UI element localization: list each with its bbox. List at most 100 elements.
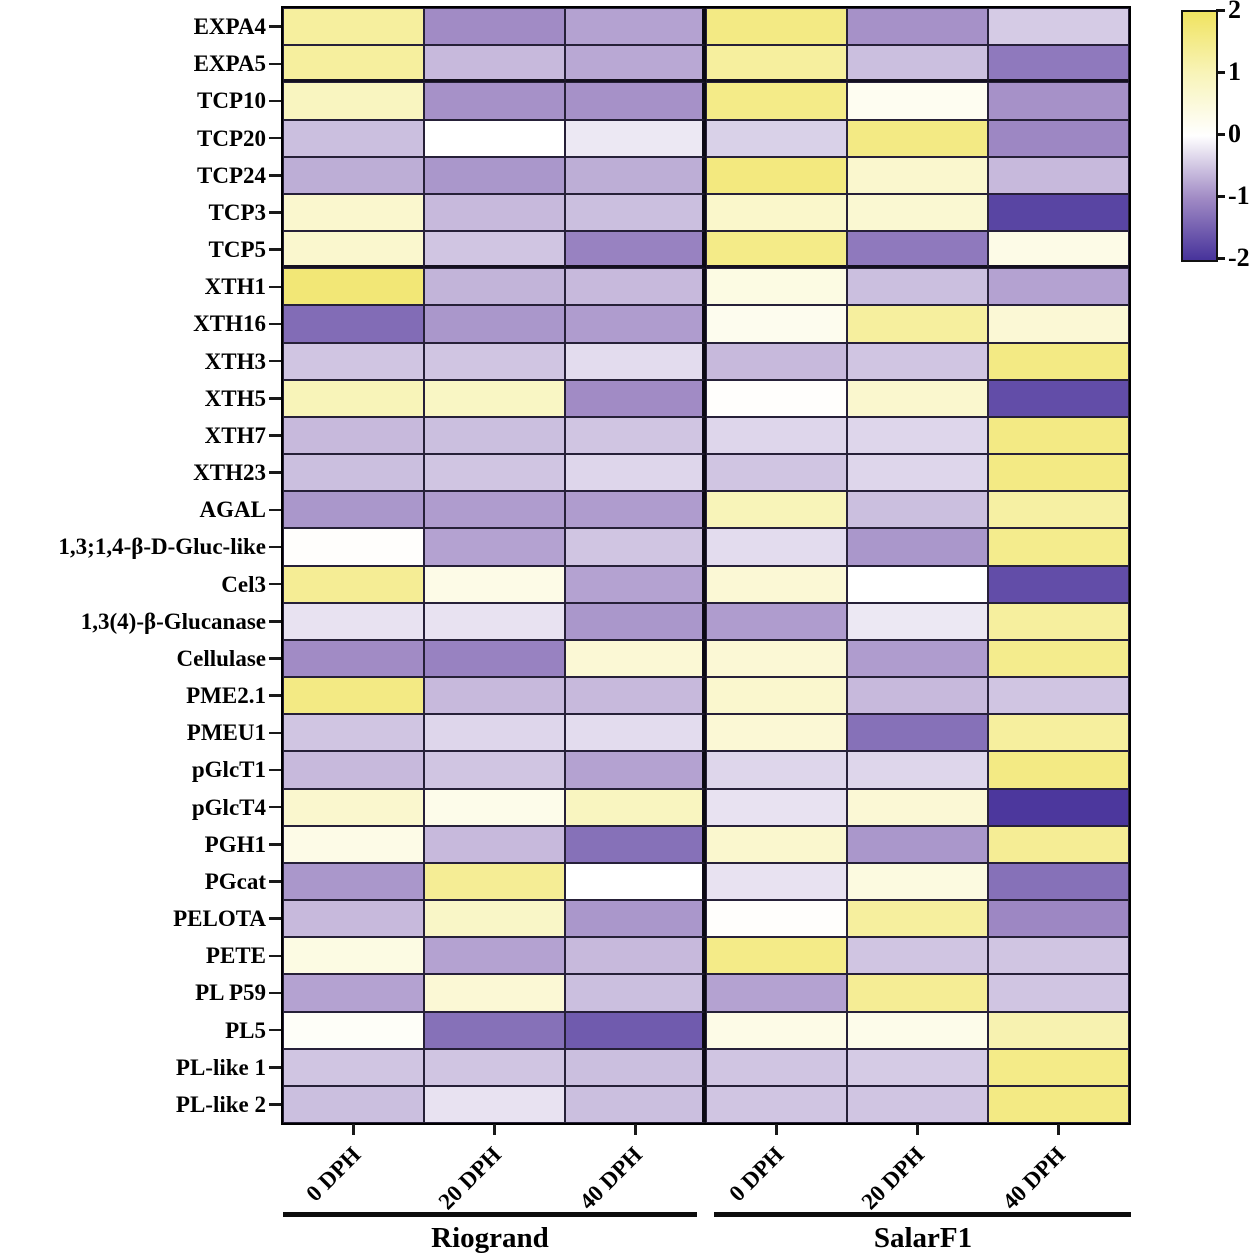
x-axis-label: 40 DPH xyxy=(997,1142,1071,1215)
heatmap-cell xyxy=(988,788,1129,826)
row-label: PME2.1 xyxy=(186,683,266,708)
heatmap-cell xyxy=(283,45,424,83)
heatmap-cell xyxy=(847,825,988,863)
row-label: EXPA5 xyxy=(193,51,266,77)
heatmap-cell xyxy=(706,379,847,417)
heatmap-cell xyxy=(988,119,1129,157)
heatmap-cell xyxy=(988,751,1129,789)
y-axis-tick xyxy=(269,731,281,734)
colorbar-tick-label: 2 xyxy=(1228,0,1241,24)
heatmap-cell xyxy=(706,193,847,231)
heatmap-cell xyxy=(988,82,1129,120)
heatmap-cell xyxy=(283,454,424,492)
y-axis-tick xyxy=(269,508,281,511)
row-label: AGAL xyxy=(199,497,266,523)
y-axis-tick xyxy=(269,434,281,437)
heatmap-cell xyxy=(847,491,988,529)
y-axis-tick xyxy=(269,471,281,474)
heatmap-cell xyxy=(847,342,988,380)
heatmap-cell xyxy=(988,677,1129,715)
row-label: XTH7 xyxy=(204,422,266,448)
row-label: PELOTA xyxy=(173,906,266,931)
heatmap-cell xyxy=(847,937,988,975)
heatmap-cell xyxy=(424,156,565,194)
heatmap-cell xyxy=(283,602,424,640)
heatmap-cell xyxy=(706,342,847,380)
heatmap-cell xyxy=(283,82,424,120)
heatmap-grid xyxy=(281,6,1131,1125)
heatmap-cell xyxy=(565,1048,706,1086)
y-axis-tick xyxy=(269,805,281,809)
heatmap-cell xyxy=(988,45,1129,83)
heatmap-cell xyxy=(424,602,565,640)
heatmap-cell xyxy=(424,565,565,603)
heatmap-cell xyxy=(706,528,847,566)
heatmap-cell xyxy=(565,268,706,306)
y-axis-tick xyxy=(269,657,281,660)
colorbar-gradient xyxy=(1181,10,1218,262)
colorbar-tick xyxy=(1216,8,1225,12)
group-label-riogrand: Riogrand xyxy=(431,1222,549,1254)
heatmap-cell xyxy=(706,45,847,83)
heatmap-cell xyxy=(988,193,1129,231)
colorbar-tick xyxy=(1216,70,1225,74)
row-label: Cellulase xyxy=(176,645,266,671)
y-axis-tick xyxy=(269,545,281,549)
heatmap-cell xyxy=(283,305,424,343)
heatmap-cell xyxy=(283,788,424,826)
y-axis-tick xyxy=(269,917,281,920)
heatmap-cell xyxy=(847,565,988,603)
group-underline-salarf1 xyxy=(714,1212,1131,1217)
row-label: PL-like 2 xyxy=(175,1091,266,1117)
row-label: PGcat xyxy=(204,868,266,894)
heatmap-cell xyxy=(283,491,424,529)
heatmap-cell xyxy=(565,231,706,269)
y-axis-tick xyxy=(269,99,281,103)
y-axis-tick xyxy=(269,768,281,772)
colorbar-tick xyxy=(1216,256,1225,260)
heatmap-cell xyxy=(283,862,424,900)
heatmap-cell xyxy=(988,379,1129,417)
row-label: XTH23 xyxy=(193,460,266,485)
heatmap-cell xyxy=(847,379,988,417)
x-axis-tick xyxy=(352,1124,355,1135)
row-label: TCP3 xyxy=(208,199,267,225)
heatmap-cell xyxy=(706,1048,847,1086)
heatmap-cell xyxy=(424,1011,565,1049)
row-label: PETE xyxy=(205,943,266,969)
y-axis-tick xyxy=(269,1066,281,1069)
heatmap-cell xyxy=(847,416,988,454)
heatmap-cell xyxy=(988,714,1129,752)
heatmap-cell xyxy=(283,751,424,789)
heatmap-cell xyxy=(988,454,1129,492)
heatmap-cell xyxy=(706,8,847,46)
heatmap-cell xyxy=(988,639,1129,677)
heatmap-cell xyxy=(424,8,565,46)
heatmap-cell xyxy=(424,677,565,715)
y-axis-tick xyxy=(269,991,281,995)
heatmap-cell xyxy=(565,751,706,789)
heatmap-cell xyxy=(424,231,565,269)
row-label: 1,3;1,4-β-D-Gluc-like xyxy=(58,534,266,560)
heatmap-cell xyxy=(706,565,847,603)
x-axis-tick xyxy=(916,1124,919,1135)
heatmap-cell xyxy=(424,714,565,752)
heatmap-cell xyxy=(565,416,706,454)
heatmap-cell xyxy=(706,268,847,306)
y-axis-tick xyxy=(269,285,281,288)
row-label: PL-like 1 xyxy=(175,1054,266,1080)
heatmap-cell xyxy=(283,528,424,566)
heatmap-cell xyxy=(283,677,424,715)
heatmap-cell xyxy=(988,937,1129,975)
row-label: 1,3(4)-β-Glucanase xyxy=(80,608,266,634)
heatmap-cell xyxy=(847,900,988,938)
heatmap-cell xyxy=(424,639,565,677)
heatmap-cell xyxy=(847,528,988,566)
heatmap-cell xyxy=(283,565,424,603)
row-label: Cel3 xyxy=(221,571,266,597)
heatmap-cell xyxy=(283,974,424,1012)
heatmap-cell xyxy=(706,1011,847,1049)
heatmap-cell xyxy=(283,416,424,454)
heatmap-cell xyxy=(706,751,847,789)
heatmap-cell xyxy=(988,268,1129,306)
